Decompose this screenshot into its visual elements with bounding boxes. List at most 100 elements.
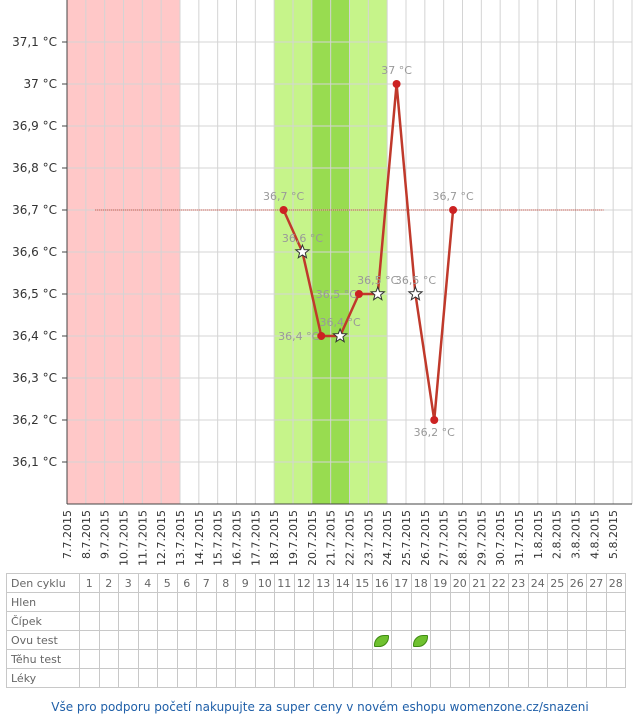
table-cell (215, 592, 236, 612)
x-tick-label: 30.7.2015 (494, 510, 507, 565)
x-tick-label: 28.7.2015 (457, 510, 470, 565)
table-cell (566, 630, 587, 650)
table-cell (527, 668, 548, 688)
table-cell (254, 649, 275, 669)
table-cell (566, 668, 587, 688)
table-cell (410, 630, 431, 650)
table-cell (235, 611, 256, 631)
table-cell (469, 668, 490, 688)
x-tick-label: 4.8.2015 (588, 510, 601, 559)
table-cell (352, 611, 373, 631)
table-cell (254, 592, 275, 612)
table-cell (98, 630, 119, 650)
table-cell (430, 592, 451, 612)
table-cell (176, 649, 197, 669)
y-tick-label: 36,3 °C (12, 371, 57, 385)
x-tick-label: 8.7.2015 (80, 510, 93, 559)
table-cell: 14 (332, 573, 353, 593)
table-cell (410, 668, 431, 688)
row-label: Den cyklu (6, 573, 80, 593)
table-cell: 2 (98, 573, 119, 593)
table-cell: 13 (313, 573, 334, 593)
table-cell (176, 592, 197, 612)
table-cell (605, 630, 626, 650)
table-cell (449, 668, 470, 688)
table-cell (157, 611, 178, 631)
data-label: 36,7 °C (263, 190, 304, 203)
table-cell: 4 (137, 573, 158, 593)
table-cell (391, 611, 412, 631)
table-cell (274, 630, 295, 650)
table-cell: 19 (430, 573, 451, 593)
data-label: 36,5 °C (395, 274, 436, 287)
table-cell (566, 611, 587, 631)
data-label: 36,7 °C (432, 190, 473, 203)
x-tick-label: 9.7.2015 (99, 510, 112, 559)
data-label: 36,5 °C (357, 274, 398, 287)
table-row: Hlen (6, 592, 626, 612)
table-cell (449, 592, 470, 612)
table-cell: 24 (527, 573, 548, 593)
table-cell: 11 (274, 573, 295, 593)
x-tick-label: 2.8.2015 (551, 510, 564, 559)
data-label: 36,6 °C (282, 232, 323, 245)
table-cell (605, 649, 626, 669)
table-cell (332, 630, 353, 650)
table-cell (449, 649, 470, 669)
table-cell (235, 649, 256, 669)
footer-promo-link[interactable]: Vše pro podporu početí nakupujte za supe… (51, 700, 589, 714)
table-cell (215, 649, 236, 669)
x-tick-label: 29.7.2015 (475, 510, 488, 565)
table-cell (215, 630, 236, 650)
table-cell (391, 649, 412, 669)
table-cell (449, 630, 470, 650)
table-cell (79, 668, 100, 688)
table-cell (332, 611, 353, 631)
table-cell: 23 (508, 573, 529, 593)
table-cell (352, 668, 373, 688)
x-tick-label: 18.7.2015 (268, 510, 281, 565)
table-cell (235, 668, 256, 688)
y-tick-label: 36,8 °C (12, 161, 57, 175)
table-cell (274, 611, 295, 631)
table-cell (196, 592, 217, 612)
table-row: Den cyklu 1 2 3 4 5 6 7 8 9 10 11 12 13 14 15 16 17 18 19 20… (6, 573, 626, 593)
table-cell (293, 668, 314, 688)
table-cell (527, 649, 548, 669)
table-cell (313, 649, 334, 669)
table-cell (332, 668, 353, 688)
table-cell (371, 649, 392, 669)
star-marker (407, 285, 424, 301)
table-cell: 12 (293, 573, 314, 593)
table-cell (469, 592, 490, 612)
table-cell: 1 (79, 573, 100, 593)
table-cell (137, 592, 158, 612)
x-tick-label: 21.7.2015 (325, 510, 338, 565)
x-tick-label: 10.7.2015 (118, 510, 131, 565)
table-cell (274, 592, 295, 612)
green-leaf-icon (374, 634, 390, 647)
table-cell (98, 668, 119, 688)
y-tick-label: 36,6 °C (12, 245, 57, 259)
table-cell (352, 592, 373, 612)
table-cell (274, 649, 295, 669)
table-cell (293, 592, 314, 612)
table-cell (371, 611, 392, 631)
table-cell: 3 (118, 573, 139, 593)
table-cell (508, 611, 529, 631)
chart-series: 36,7 °C36,6 °C36,4 °C36,4 °C36,5 °C36,5 … (95, 64, 604, 439)
table-cell (254, 630, 275, 650)
table-cell (527, 611, 548, 631)
temperature-line (282, 82, 455, 422)
x-tick-label: 19.7.2015 (287, 510, 300, 565)
x-tick-label: 5.8.2015 (607, 510, 620, 559)
table-cell (566, 592, 587, 612)
table-row: Ovu test (6, 630, 626, 650)
temperature-chart: 36,1 °C 36,2 °C 36,3 °C 36,4 °C 36,5 °C 36,6 … (12, 0, 633, 565)
table-cell (196, 630, 217, 650)
x-tick-label: 31.7.2015 (513, 510, 526, 565)
y-tick-label: 37 °C (24, 77, 57, 91)
table-cell (157, 668, 178, 688)
table-cell: 26 (566, 573, 587, 593)
table-cell: 6 (176, 573, 197, 593)
